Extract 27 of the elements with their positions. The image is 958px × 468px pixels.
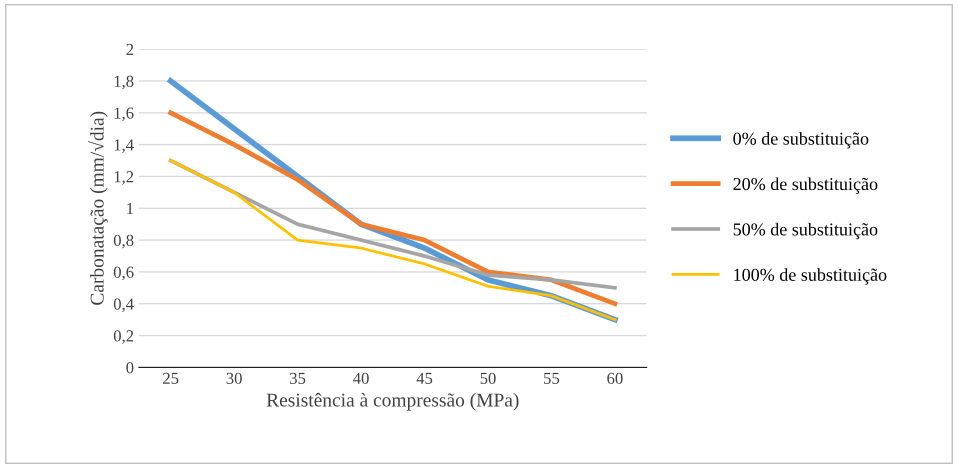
y-axis-title: Carbonatação (mm/√dia) xyxy=(88,112,108,305)
x-tick-label: 45 xyxy=(416,372,432,384)
y-tick-label: 2 xyxy=(126,44,134,55)
y-tick-label: 1,4 xyxy=(114,139,134,153)
x-axis-title: Resistência à compressão (MPa) xyxy=(266,392,519,411)
y-tick-label: 0,2 xyxy=(114,330,134,344)
y-tick-label: 1,2 xyxy=(114,171,134,185)
y-tick-label: 0 xyxy=(126,362,134,374)
line-series xyxy=(169,159,616,322)
y-tick-label: 0,6 xyxy=(114,266,134,280)
legend-label: 50% de substituição xyxy=(734,222,878,240)
legend-label: 100% de substituição xyxy=(734,268,886,285)
y-tick-label: 0,8 xyxy=(114,234,134,248)
y-tick-label: 1,6 xyxy=(114,108,134,122)
y-tick-label: 1,8 xyxy=(114,76,134,90)
x-tick-label: 50 xyxy=(480,372,496,384)
y-tick-label: 1 xyxy=(127,203,134,214)
line-series xyxy=(168,110,618,306)
legend-label: 20% de substituição xyxy=(733,177,878,194)
x-tick-label: 35 xyxy=(290,372,306,384)
x-tick-label: 60 xyxy=(607,372,623,384)
x-tick-label: 40 xyxy=(353,372,369,384)
legend-label: 0% de substituição xyxy=(733,132,868,148)
x-tick-label: 25 xyxy=(163,372,178,384)
x-tick-label: 55 xyxy=(544,372,560,384)
y-tick-label: 0,4 xyxy=(114,298,134,312)
x-tick-label: 30 xyxy=(226,372,242,384)
